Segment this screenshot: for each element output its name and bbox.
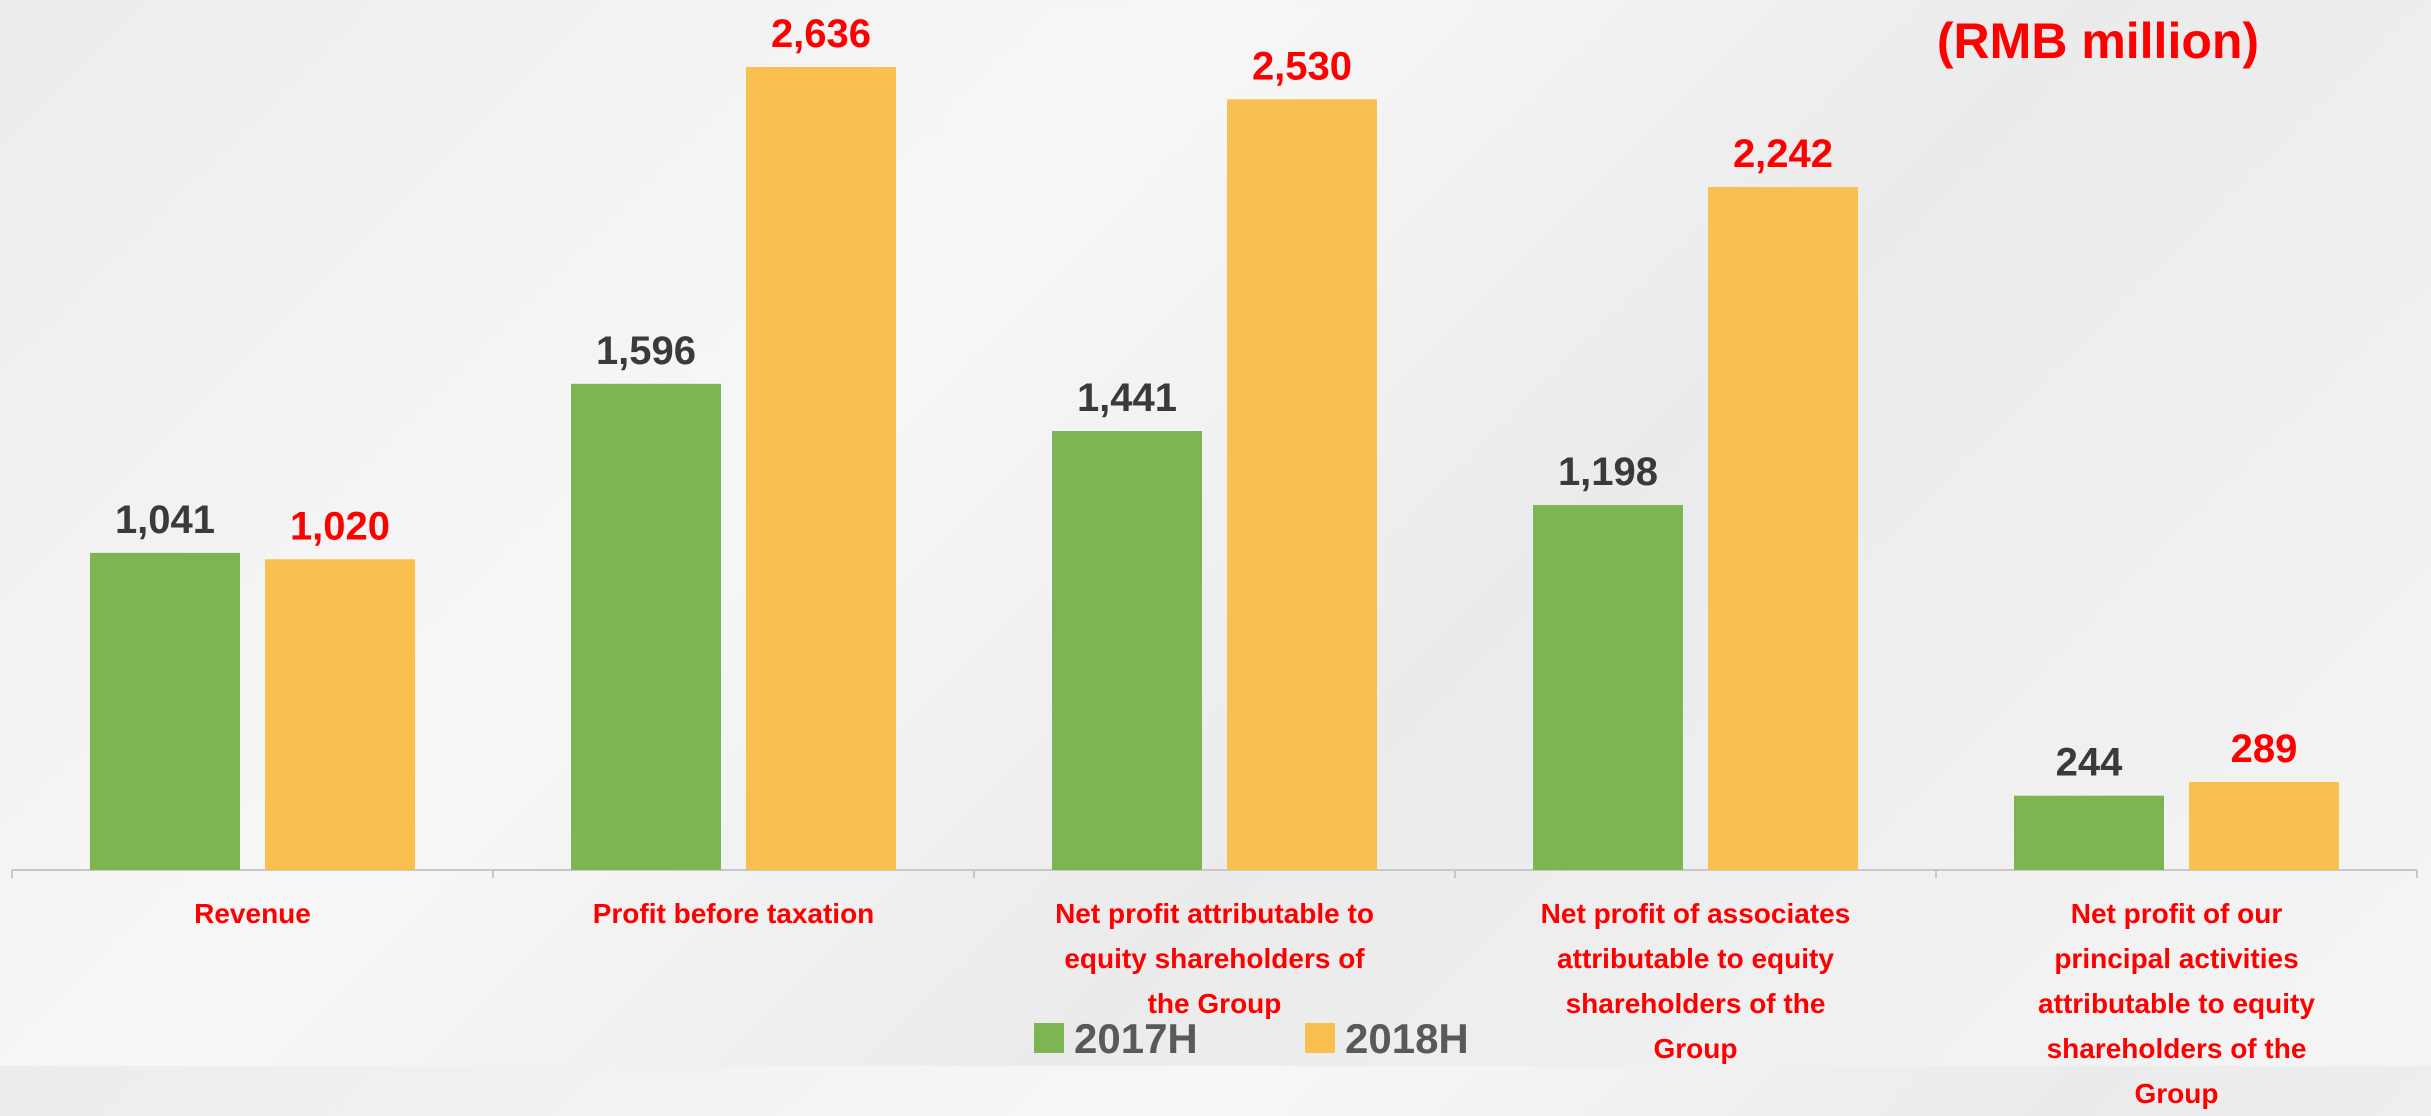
value-label: 1,020 [290, 504, 390, 548]
category-label: Revenue [194, 898, 311, 929]
bar [746, 67, 896, 870]
legend-label: 2018H [1345, 1015, 1469, 1062]
category-label: Net profit of our principal activities a… [2038, 898, 2315, 1109]
value-label: 1,198 [1558, 450, 1658, 494]
value-label: 1,041 [115, 498, 215, 542]
bar [1227, 99, 1377, 870]
bar [571, 383, 721, 870]
value-label: 1,596 [596, 329, 696, 373]
legend-swatch [1305, 1023, 1335, 1053]
legend-label: 2017H [1074, 1015, 1198, 1062]
bar [2189, 781, 2339, 870]
value-label: 2,636 [771, 12, 871, 56]
bar [1052, 431, 1202, 870]
bar [2014, 795, 2164, 870]
unit-annotation: (RMB million) [1937, 13, 2259, 69]
category-label: Net profit of associates attributable to… [1540, 898, 1851, 1064]
category-label: Profit before taxation [592, 898, 875, 929]
value-label: 244 [2056, 741, 2123, 785]
legend-swatch [1034, 1023, 1064, 1053]
bar [1533, 505, 1683, 870]
chart: (RMB million) 1,041 1,020 1,596 2,636 1,441 2… [11, 12, 2418, 1062]
bar [1708, 187, 1858, 871]
category-label: Net profit attributable to equity shareh… [1055, 898, 1374, 1019]
value-label: 289 [2231, 727, 2298, 771]
bar [265, 559, 415, 870]
value-label: 2,242 [1733, 132, 1833, 176]
value-label: 2,530 [1252, 44, 1352, 88]
value-label: 1,441 [1077, 376, 1177, 420]
bar [90, 552, 240, 870]
